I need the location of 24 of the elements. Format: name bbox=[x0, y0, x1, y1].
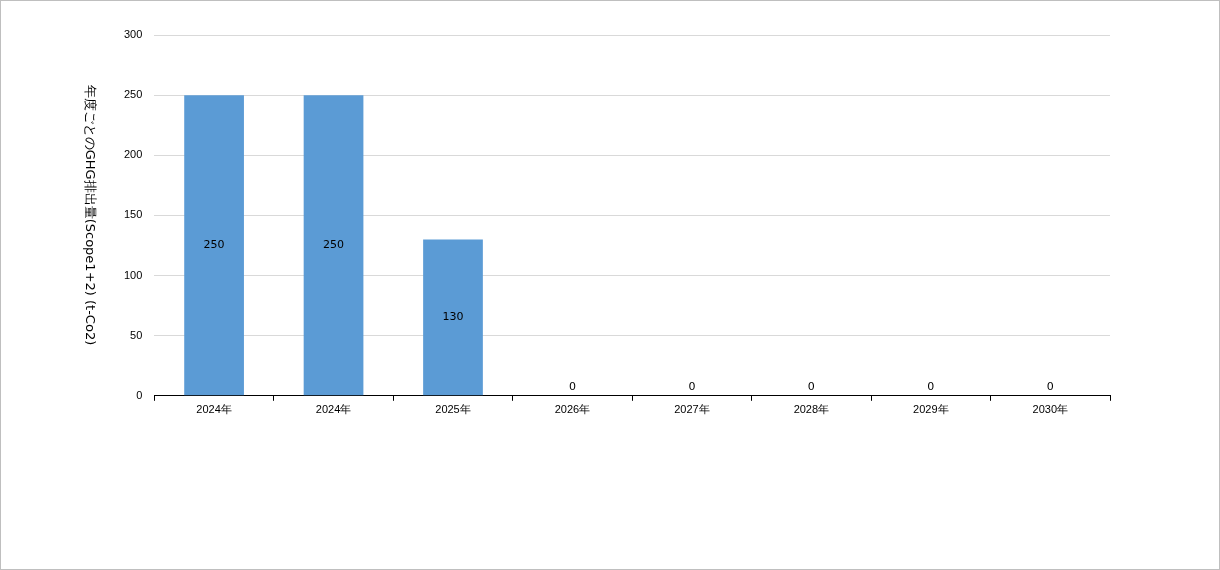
data-label: 0 bbox=[1046, 379, 1054, 393]
x-tick-label: 2025年 bbox=[435, 403, 471, 416]
x-tick-label: 2029年 bbox=[913, 403, 949, 416]
x-tick-label: 2027年 bbox=[674, 403, 710, 416]
data-label: 0 bbox=[688, 379, 696, 393]
x-tick-label: 2028年 bbox=[793, 403, 830, 416]
y-tick-label: 300 bbox=[123, 28, 143, 41]
data-label: 0 bbox=[568, 379, 576, 393]
data-label: 130 bbox=[442, 310, 464, 324]
x-tick-label: 2024年 bbox=[196, 403, 232, 416]
y-tick-label: 0 bbox=[136, 388, 143, 401]
y-tick-label: 150 bbox=[123, 208, 143, 221]
data-label: 250 bbox=[203, 238, 225, 252]
y-tick-label: 200 bbox=[123, 148, 143, 161]
y-tick-label: 100 bbox=[123, 268, 143, 281]
data-label: 250 bbox=[323, 238, 345, 252]
data-label: 0 bbox=[807, 379, 815, 393]
data-label: 0 bbox=[927, 379, 935, 393]
x-tick-label: 2024年 bbox=[315, 403, 352, 416]
y-tick-label: 250 bbox=[123, 88, 143, 101]
x-tick-label: 2030年 bbox=[1032, 403, 1069, 416]
y-tick-label: 50 bbox=[130, 328, 143, 341]
x-tick-label: 2026年 bbox=[554, 403, 591, 416]
y-axis-title: 年度ごとのGHG排出量(Scope1+2) (t-Co2) bbox=[82, 84, 99, 346]
